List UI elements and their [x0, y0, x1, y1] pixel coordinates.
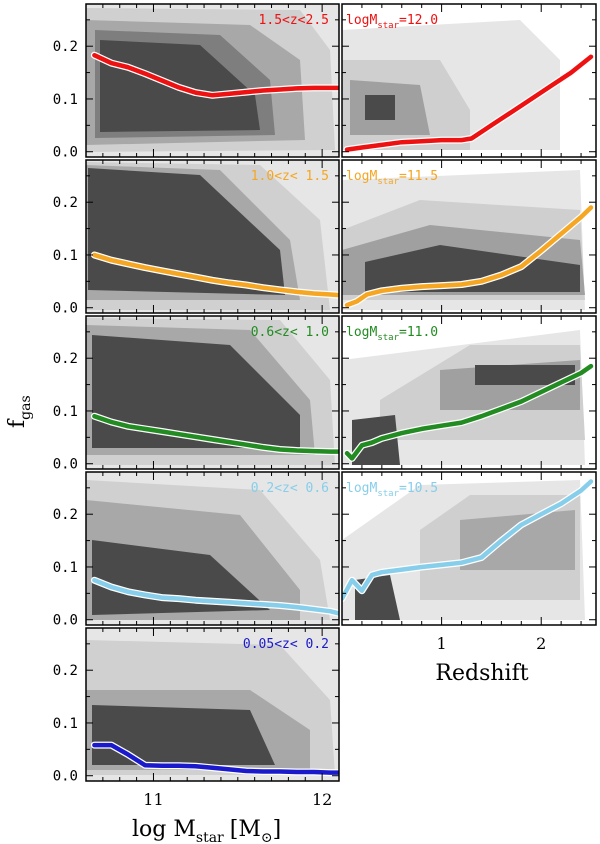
annotation-tail: =11.5 [399, 169, 438, 184]
series-line [344, 54, 594, 152]
panel-frame [341, 3, 597, 158]
panel-frame [341, 159, 597, 314]
xlabel-left-unit-close: ] [273, 817, 282, 842]
panel-annotation: logMstar=11.0 [346, 325, 438, 343]
panel-annotation: 0.2<z< 0.6 [251, 481, 329, 496]
series-line [344, 205, 594, 308]
svg-text:fgas: fgas [5, 395, 34, 428]
series-line [92, 52, 339, 98]
annotation-tail: =11.0 [399, 325, 438, 340]
x-tick-label: 2 [536, 634, 546, 653]
y-tick-label: 0.0 [53, 457, 78, 473]
panel-annotation: logMstar=11.5 [346, 169, 438, 187]
x-axis-title-left: log Mstar [M⊙] [132, 817, 281, 844]
y-tick-label: 0.2 [53, 351, 78, 367]
y-tick-label: 0.2 [53, 663, 78, 679]
panel-frame [85, 471, 340, 626]
x-tick-label: 12 [312, 790, 332, 809]
xlabel-left-main: log M [132, 817, 196, 842]
xlabel-left-sub: star [196, 830, 224, 844]
series-line [92, 577, 339, 616]
panel-right-2: logMstar=11.5 [341, 159, 597, 314]
annotation-main: logM [346, 481, 377, 496]
annotation-main: logM [346, 325, 377, 340]
panel-left-1: 0.0 0.1 0.2 1.5<z<2.5 [53, 3, 340, 161]
panel-annotation: logMstar=10.5 [346, 481, 438, 499]
y-tick-label: 0.0 [53, 145, 78, 161]
y-tick-label: 0.1 [53, 404, 78, 420]
annotation-tail: =12.0 [399, 13, 438, 28]
y-tick-label: 0.2 [53, 507, 78, 523]
panel-left-4: 0.0 0.1 0.2 0.2<z< 0.6 [53, 471, 340, 629]
series-line [92, 742, 339, 775]
ylabel-main: f [5, 418, 30, 428]
panel-frame [85, 159, 340, 314]
series-line [92, 413, 339, 454]
panel-right-3: logMstar=11.0 [341, 315, 597, 470]
panel-annotation: 1.5<z<2.5 [259, 13, 329, 28]
series-line [92, 252, 339, 298]
panel-annotation: 0.05<z< 0.2 [243, 637, 329, 652]
y-tick-label: 0.0 [53, 301, 78, 317]
sun-symbol: ⊙ [261, 830, 273, 844]
y-axis-title: fgas [5, 395, 34, 428]
x-tick-label: 11 [143, 790, 163, 809]
panel-annotation: 0.6<z< 1.0 [251, 325, 329, 340]
panel-left-5: 0.0 0.1 0.2 11 12 0.05<z< 0.2 [53, 627, 340, 809]
annotation-tail: =10.5 [399, 481, 438, 496]
panels: 0.00.10.21.5<z<2.5 logMstar=12.00.00.10.2… [53, 3, 597, 809]
ylabel-sub: gas [18, 395, 34, 420]
annotation-main: logM [346, 13, 377, 28]
annotation-sub: star [377, 177, 399, 187]
y-tick-label: 0.2 [53, 39, 78, 55]
panel-annotation: logMstar=12.0 [346, 13, 438, 31]
annotation-sub: star [377, 21, 399, 31]
y-tick-label: 0.1 [53, 560, 78, 576]
svg-text:log Mstar[M⊙]: log Mstar [M⊙] [132, 817, 281, 844]
panel-annotation: 1.0<z< 1.5 [251, 169, 329, 184]
x-tick-label: 1 [437, 634, 447, 653]
xlabel-left-unit: [M [230, 817, 261, 842]
y-tick-label: 0.1 [53, 92, 78, 108]
panel-left-2: 0.0 0.1 0.2 1.0<z< 1.5 [53, 159, 340, 317]
panel-right-4: 1 2 logMstar=10.5 [341, 471, 597, 653]
y-tick-label: 0.2 [53, 195, 78, 211]
x-axis-title-right: Redshift [435, 661, 528, 686]
panel-left-3: 0.0 0.1 0.2 0.6<z< 1.0 [53, 315, 340, 473]
panel-frame [85, 315, 340, 470]
panel-frame [85, 627, 340, 782]
panel-frame [341, 471, 597, 626]
annotation-sub: star [377, 489, 399, 499]
y-tick-label: 0.0 [53, 769, 78, 785]
series-line [344, 363, 594, 461]
y-tick-label: 0.1 [53, 716, 78, 732]
panel-frame [85, 3, 340, 158]
xlabel-right: Redshift [435, 661, 528, 686]
y-tick-label: 0.0 [53, 613, 78, 629]
panel-right-1: logMstar=12.0 [341, 3, 597, 158]
panel-frame [341, 315, 597, 470]
series-line [342, 479, 594, 601]
annotation-main: logM [346, 169, 377, 184]
y-tick-label: 0.1 [53, 248, 78, 264]
annotation-sub: star [377, 333, 399, 343]
